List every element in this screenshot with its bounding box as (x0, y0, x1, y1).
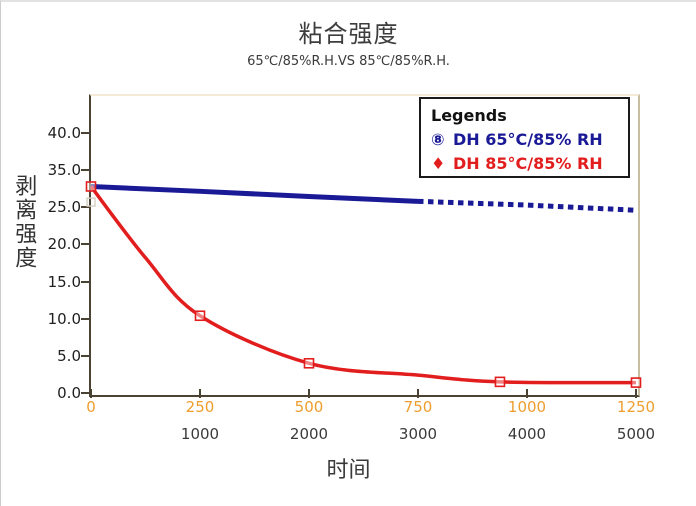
y-tick-label: 10.0 (47, 309, 81, 328)
x-tick-secondary-label: 4000 (507, 425, 547, 443)
x-tick-mark (199, 389, 201, 398)
y-tick-mark (81, 280, 89, 283)
x-tick-secondary-label: 5000 (616, 425, 656, 443)
x-tick-secondary-label: 1000 (180, 425, 220, 443)
x-tick-primary-label: 750 (403, 398, 433, 416)
x-tick-primary-label: 1000 (507, 398, 547, 416)
y-tick-mark (81, 354, 89, 357)
x-axis-title: 时间 (326, 458, 371, 483)
diamond-marker-icon: ♦ (431, 154, 446, 173)
x-tick-mark (90, 389, 92, 398)
x-tick-mark (417, 389, 419, 398)
chart-title: 粘合强度 (298, 20, 399, 48)
x-tick-primary-label: 1250 (616, 398, 656, 416)
y-tick-mark (81, 169, 89, 172)
x-tick-primary-label: 250 (185, 398, 215, 416)
y-tick-label: 35.0 (47, 161, 81, 180)
y-tick-label: 15.0 (47, 272, 81, 291)
y-tick-label: 25.0 (47, 198, 81, 217)
x-tick-mark (526, 389, 528, 398)
y-tick-mark (81, 243, 89, 246)
legend-item-dh85: ♦ DH 85°C/85% RH (431, 152, 618, 176)
y-tick-label: 40.0 (47, 124, 81, 142)
x-tick-primary-label: 0 (86, 398, 96, 416)
x-tick-secondary-label: 3000 (398, 425, 438, 443)
y-tick-label: 0.0 (57, 384, 81, 402)
y-tick-mark (81, 132, 89, 134)
y-tick-label: 5.0 (57, 346, 81, 365)
y-tick-mark (81, 392, 89, 394)
legend-label-dh65: DH 65°C/85% RH (453, 130, 603, 149)
x-tick-mark (635, 389, 637, 398)
y-tick-mark (81, 206, 89, 209)
circled-8-marker-icon: ⑧ (431, 130, 445, 149)
y-tick-label: 20.0 (47, 235, 81, 254)
legend-item-dh65: ⑧ DH 65°C/85% RH (431, 128, 618, 152)
x-tick-secondary-label: 2000 (289, 425, 329, 443)
x-tick-primary-label: 500 (294, 398, 324, 416)
chart-subtitle: 65℃/85%R.H.VS 85℃/85%R.H. (247, 54, 450, 69)
legend-title: Legends (431, 106, 507, 125)
legend-label-dh85: DH 85°C/85% RH (453, 154, 603, 173)
y-tick-mark (81, 317, 89, 320)
y-axis-title: 剥离强度 (11, 174, 37, 270)
legend-box: Legends ⑧ DH 65°C/85% RH ♦ DH 85°C/85% RH (419, 97, 630, 178)
x-tick-mark (308, 389, 310, 398)
